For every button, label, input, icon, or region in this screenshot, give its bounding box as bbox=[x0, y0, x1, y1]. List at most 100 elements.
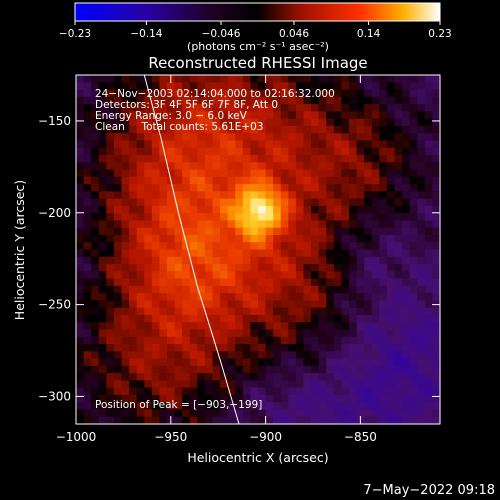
heatmap-cell bbox=[121, 351, 130, 360]
heatmap-cell bbox=[144, 176, 153, 185]
heatmap-cell bbox=[106, 213, 115, 222]
heatmap-cell bbox=[341, 278, 350, 287]
heatmap-cell bbox=[113, 220, 123, 229]
heatmap-cell bbox=[167, 169, 176, 178]
heatmap-cell bbox=[349, 227, 358, 236]
heatmap-cell bbox=[91, 402, 100, 411]
heatmap-cell bbox=[379, 147, 388, 156]
heatmap-cell bbox=[113, 264, 123, 272]
heatmap-cell bbox=[242, 140, 252, 149]
heatmap-cell bbox=[113, 271, 123, 280]
heatmap-cell bbox=[235, 191, 244, 200]
heatmap-cell bbox=[121, 264, 130, 272]
heatmap-cell bbox=[113, 111, 123, 120]
heatmap-cell bbox=[76, 278, 85, 287]
heatmap-cell bbox=[280, 249, 289, 258]
heatmap-cell bbox=[326, 278, 335, 287]
heatmap-cell bbox=[220, 329, 229, 338]
heatmap-cell bbox=[144, 205, 153, 214]
heatmap-cell bbox=[144, 300, 153, 309]
heatmap-cell bbox=[333, 234, 343, 243]
heatmap-cell bbox=[204, 416, 214, 424]
heatmap-cell bbox=[424, 402, 434, 411]
heatmap-cell bbox=[136, 191, 145, 200]
heatmap-cell bbox=[295, 140, 305, 149]
heatmap-cell bbox=[76, 242, 85, 251]
heatmap-cell bbox=[258, 89, 267, 98]
heatmap-cell bbox=[311, 285, 320, 294]
heatmap-cell bbox=[318, 271, 327, 280]
heatmap-cell bbox=[402, 249, 411, 258]
heatmap-cell bbox=[303, 314, 312, 323]
heatmap-cell bbox=[235, 271, 244, 280]
heatmap-cell bbox=[349, 96, 358, 105]
heatmap-cell bbox=[121, 307, 130, 316]
heatmap-cell bbox=[98, 220, 107, 229]
heatmap-cell bbox=[280, 118, 289, 127]
heatmap-cell bbox=[204, 96, 214, 105]
heatmap-cell bbox=[273, 118, 282, 127]
heatmap-cell bbox=[129, 300, 138, 309]
heatmap-cell bbox=[386, 154, 396, 163]
heatmap-cell bbox=[136, 184, 145, 192]
heatmap-cell bbox=[356, 133, 365, 142]
heatmap-cell bbox=[91, 264, 100, 272]
heatmap-cell bbox=[273, 213, 282, 222]
heatmap-cell bbox=[356, 314, 365, 323]
heatmap-cell bbox=[98, 271, 107, 280]
heatmap-cell bbox=[280, 75, 289, 83]
heatmap-cell bbox=[227, 176, 236, 185]
heatmap-cell bbox=[349, 336, 358, 345]
heatmap-cell bbox=[326, 133, 335, 142]
heatmap-cell bbox=[303, 402, 312, 411]
heatmap-cell bbox=[159, 322, 168, 331]
heatmap-cell bbox=[326, 300, 335, 309]
heatmap-cell bbox=[144, 373, 153, 381]
heatmap-cell bbox=[356, 140, 365, 149]
heatmap-cell bbox=[227, 198, 236, 207]
heatmap-cell bbox=[295, 409, 305, 418]
heatmap-cell bbox=[129, 133, 138, 142]
heatmap-cell bbox=[136, 416, 145, 424]
heatmap-cell bbox=[189, 242, 198, 251]
heatmap-cell bbox=[265, 140, 274, 149]
heatmap-cell bbox=[129, 184, 138, 192]
heatmap-cell bbox=[258, 154, 267, 163]
heatmap-cell bbox=[303, 140, 312, 149]
heatmap-cell bbox=[159, 402, 168, 411]
heatmap-cell bbox=[417, 198, 426, 207]
heatmap-cell bbox=[311, 394, 320, 403]
heatmap-cell bbox=[129, 307, 138, 316]
heatmap-cell bbox=[144, 329, 153, 338]
heatmap-cell bbox=[364, 409, 373, 418]
heatmap-cell bbox=[432, 416, 440, 424]
heatmap-cell bbox=[341, 380, 350, 389]
heatmap-cell bbox=[295, 394, 305, 403]
heatmap-cell bbox=[212, 336, 221, 345]
heatmap-cell bbox=[227, 147, 236, 156]
heatmap-cell bbox=[151, 336, 161, 345]
heatmap-cell bbox=[76, 394, 85, 403]
heatmap-cell bbox=[295, 293, 305, 301]
heatmap-cell bbox=[280, 205, 289, 214]
heatmap-cell bbox=[409, 409, 418, 418]
heatmap-cell bbox=[136, 307, 145, 316]
heatmap-cell bbox=[303, 191, 312, 200]
heatmap-cell bbox=[91, 191, 100, 200]
heatmap-cell bbox=[136, 365, 145, 374]
heatmap-cell bbox=[288, 249, 297, 258]
heatmap-cell bbox=[144, 344, 153, 352]
heatmap-cell bbox=[98, 336, 107, 345]
heatmap-cell bbox=[273, 140, 282, 149]
heatmap-cell bbox=[83, 402, 92, 411]
heatmap-cell bbox=[235, 322, 244, 331]
heatmap-cell bbox=[220, 293, 229, 301]
heatmap-cell bbox=[197, 147, 206, 156]
heatmap-cell bbox=[333, 256, 343, 265]
heatmap-cell bbox=[311, 104, 320, 112]
heatmap-cell bbox=[204, 140, 214, 149]
heatmap-cell bbox=[379, 140, 388, 149]
heatmap-cell bbox=[212, 264, 221, 272]
heatmap-cell bbox=[386, 147, 396, 156]
heatmap-cell bbox=[121, 198, 130, 207]
